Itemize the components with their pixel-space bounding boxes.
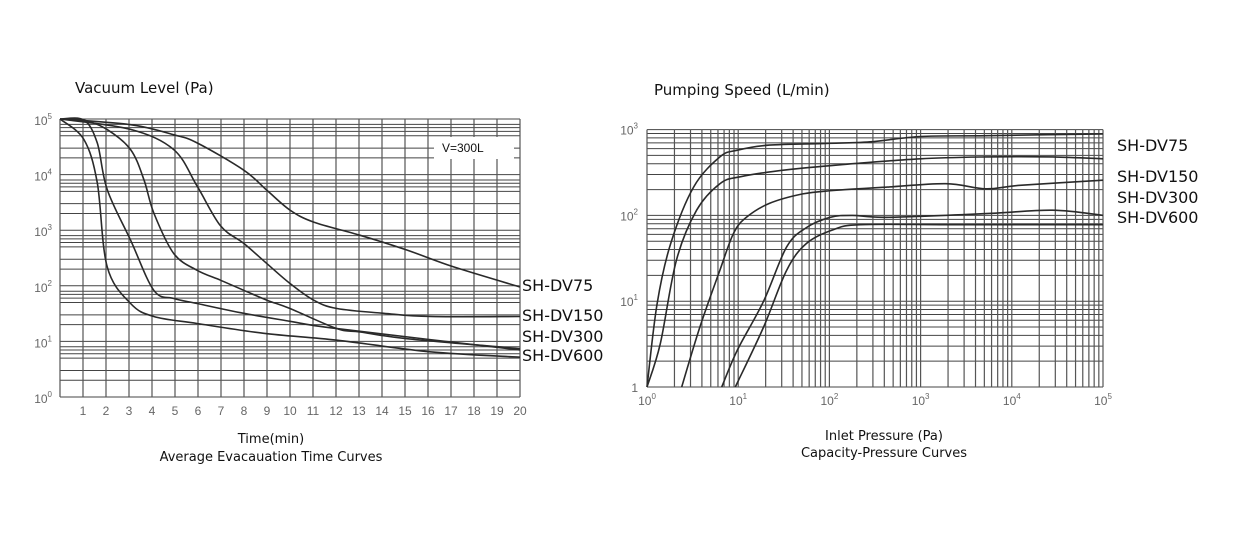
volume-annotation: V=300L bbox=[442, 141, 484, 155]
chart-subtitle: Average Evacauation Time Curves bbox=[160, 450, 383, 465]
x-tick-label: 6 bbox=[195, 404, 202, 418]
curve-label: SH-DV150 bbox=[522, 306, 603, 325]
y-tick-label: 102 bbox=[34, 279, 52, 295]
x-tick-label: 4 bbox=[149, 404, 156, 418]
y-tick-label: 101 bbox=[34, 334, 52, 350]
x-tick-label: 16 bbox=[421, 404, 435, 418]
x-tick-label: 102 bbox=[820, 392, 838, 408]
curve-label: SH-DV300 bbox=[522, 327, 603, 346]
x-tick-label: 1 bbox=[80, 404, 87, 418]
x-tick-label: 12 bbox=[329, 404, 343, 418]
x-tick-label: 17 bbox=[444, 404, 458, 418]
x-axis-label: Inlet Pressure (Pa) bbox=[825, 429, 943, 444]
x-tick-label: 7 bbox=[218, 404, 225, 418]
series-line-4 bbox=[59, 117, 521, 351]
axis-ticks: 100 101 102 103 104 105 103 102 101 1 bbox=[620, 122, 1112, 408]
curve-label: SH-DV150 bbox=[1117, 167, 1198, 186]
x-tick-label: 19 bbox=[490, 404, 504, 418]
series-line-2 bbox=[59, 118, 521, 318]
x-tick-label: 10 bbox=[283, 404, 297, 418]
curve-label: SH-DV600 bbox=[522, 346, 603, 365]
curve-label: SH-DV75 bbox=[522, 276, 593, 295]
chart-subtitle: Capacity-Pressure Curves bbox=[801, 446, 967, 461]
y-tick-label: 103 bbox=[620, 122, 638, 138]
evacuation-time-chart: Vacuum Level (Pa) V=300L 1 2 3 4 5 6 7 8 9 10 11 12… bbox=[34, 79, 603, 465]
curve-label: SH-DV300 bbox=[1117, 188, 1198, 207]
x-tick-label: 3 bbox=[126, 404, 133, 418]
series-line-1 bbox=[646, 133, 1104, 388]
curve-label: SH-DV600 bbox=[1117, 208, 1198, 227]
y-tick-label: 100 bbox=[34, 390, 52, 406]
y-tick-label: 1 bbox=[631, 381, 638, 395]
x-tick-label: 20 bbox=[513, 404, 527, 418]
x-tick-label: 15 bbox=[398, 404, 412, 418]
series-line-5 bbox=[59, 118, 521, 358]
series-line-2 bbox=[646, 155, 1104, 388]
annotation-box bbox=[434, 137, 514, 159]
x-tick-label: 18 bbox=[467, 404, 481, 418]
y-tick-label: 103 bbox=[34, 223, 52, 239]
x-tick-label: 8 bbox=[241, 404, 248, 418]
series-line-1 bbox=[59, 118, 521, 288]
y-tick-label: 101 bbox=[620, 293, 638, 309]
series-line-3 bbox=[680, 179, 1104, 388]
grid bbox=[646, 129, 1104, 388]
y-tick-label: 105 bbox=[34, 112, 52, 128]
curve-label: SH-DV75 bbox=[1117, 136, 1188, 155]
x-axis-label: Time(min) bbox=[237, 432, 304, 447]
grid bbox=[59, 118, 521, 398]
curves bbox=[646, 133, 1104, 388]
axis-ticks: 1 2 3 4 5 6 7 8 9 10 11 12 13 14 15 16 17 18 19 20105104103… bbox=[34, 112, 527, 418]
x-tick-label: 5 bbox=[172, 404, 179, 418]
chart-title: Pumping Speed (L/min) bbox=[654, 81, 830, 99]
x-tick-label: 101 bbox=[729, 392, 747, 408]
x-tick-label: 100 bbox=[638, 392, 656, 408]
x-tick-label: 9 bbox=[264, 404, 271, 418]
x-tick-label: 103 bbox=[912, 392, 930, 408]
x-tick-label: 13 bbox=[352, 404, 366, 418]
series-line-4 bbox=[720, 209, 1104, 388]
y-tick-label: 102 bbox=[620, 207, 638, 223]
chart-title: Vacuum Level (Pa) bbox=[75, 79, 214, 97]
x-tick-label: 104 bbox=[1003, 392, 1021, 408]
x-tick-label: 11 bbox=[307, 404, 320, 418]
x-tick-label: 2 bbox=[103, 404, 110, 418]
x-tick-label: 105 bbox=[1094, 392, 1112, 408]
series-line-5 bbox=[734, 223, 1103, 388]
y-tick-label: 104 bbox=[34, 168, 52, 184]
curves bbox=[59, 117, 521, 358]
x-tick-label: 14 bbox=[375, 404, 389, 418]
capacity-pressure-chart: Pumping Speed (L/min) 100 101 102 103 104 105… bbox=[620, 81, 1198, 461]
